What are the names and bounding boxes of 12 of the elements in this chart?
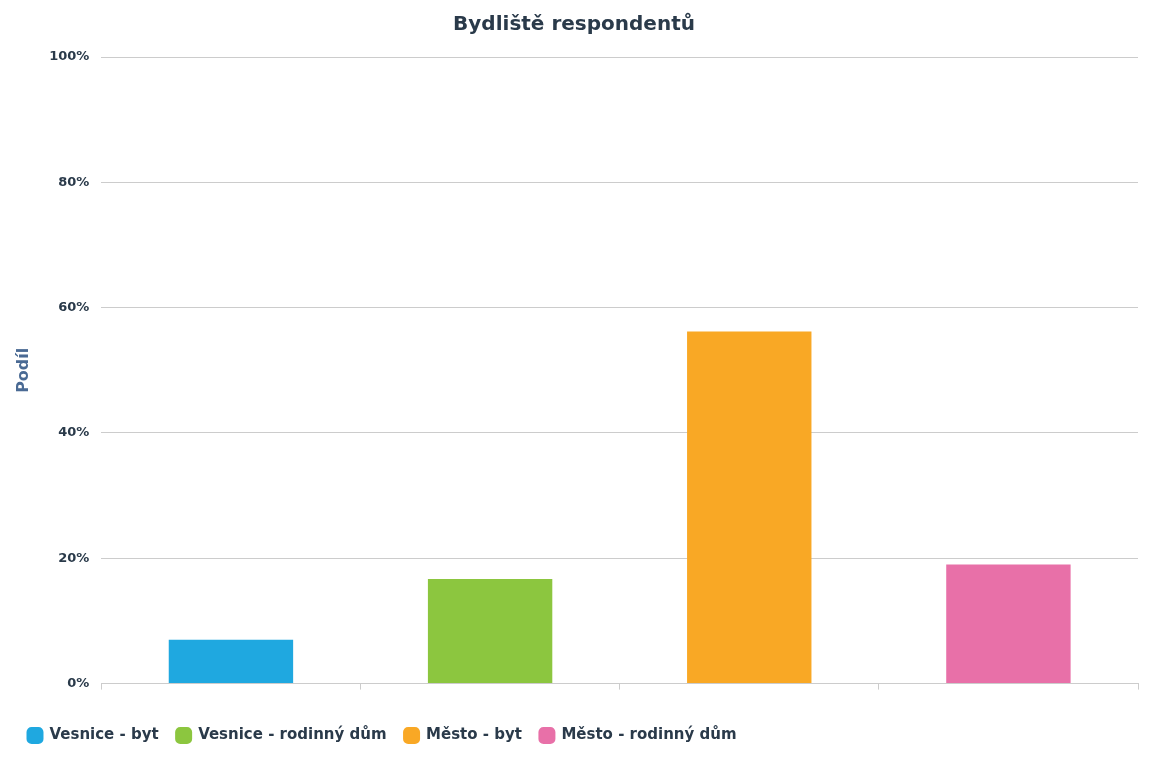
legend-label: Město - byt (426, 725, 522, 744)
y-tick-label: 0% (67, 674, 90, 690)
legend-label: Vesnice - rodinný dům (198, 725, 387, 744)
legend-label: Město - rodinný dům (561, 725, 737, 744)
chart-title: Bydliště respondentů (453, 11, 695, 36)
y-tick-label: 40% (58, 424, 90, 440)
y-tick-label: 20% (58, 549, 90, 565)
legend-label: Vesnice - byt (49, 725, 159, 744)
y-tick-label: 80% (58, 173, 90, 189)
y-tick-label: 100% (49, 48, 90, 64)
y-tick-label: 60% (58, 299, 90, 315)
y-axis-title: Podíl (12, 347, 32, 393)
